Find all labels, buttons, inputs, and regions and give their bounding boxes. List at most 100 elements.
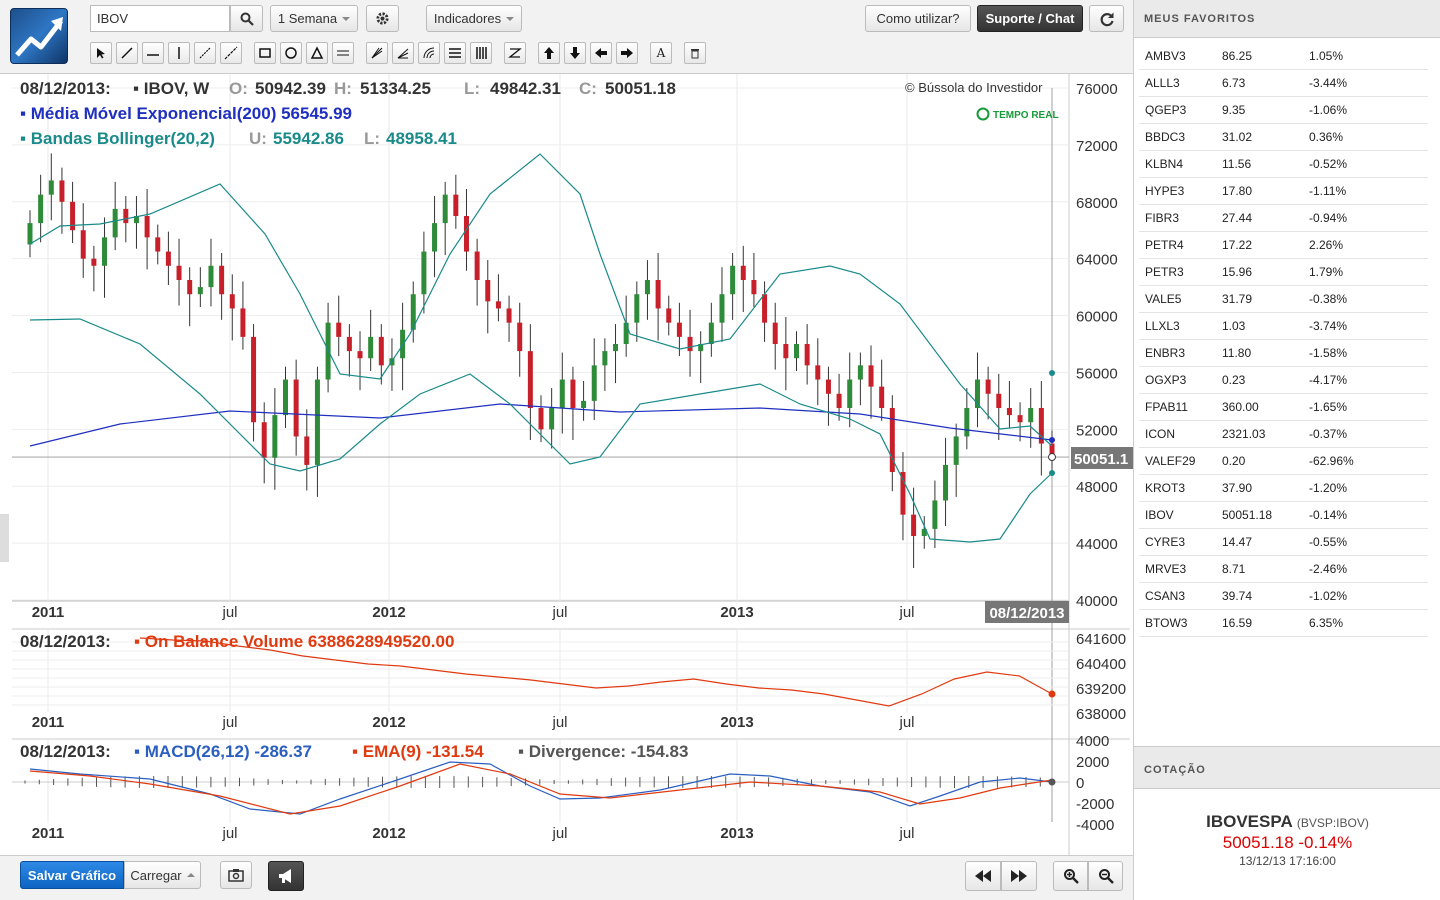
settings-button[interactable]	[366, 5, 399, 32]
arrow-left-tool[interactable]	[590, 42, 612, 64]
favorite-row-fibr3[interactable]: FIBR3 27.44 -0.94%	[1139, 205, 1428, 232]
candle-up	[974, 379, 980, 408]
fib-timezones-icon	[476, 47, 487, 59]
period-dropdown[interactable]: 1 Semana	[270, 5, 358, 32]
candle-down	[1049, 443, 1055, 458]
extended-line-tool[interactable]	[220, 42, 242, 64]
favorite-row-fpab11[interactable]: FPAB11 360.00 -1.65%	[1139, 394, 1428, 421]
favorite-symbol: QGEP3	[1145, 103, 1187, 117]
candle-up	[368, 336, 374, 359]
favorite-price: 16.59	[1222, 616, 1253, 630]
price-tick-label: 56000	[1076, 365, 1118, 382]
share-button[interactable]	[268, 861, 304, 891]
circle-tool[interactable]	[280, 42, 302, 64]
macd-legend: ▪ MACD(26,12) -286.37	[134, 742, 312, 761]
favorite-symbol: BTOW3	[1145, 616, 1188, 630]
favorite-symbol: FIBR3	[1145, 211, 1180, 225]
quote-exchange: (BVSP:IBOV)	[1296, 816, 1369, 830]
favorite-row-llxl3[interactable]: LLXL3 1.03 -3.74%	[1139, 313, 1428, 340]
channel-tool[interactable]	[332, 42, 354, 64]
scroll-right-button[interactable]	[1001, 861, 1037, 891]
favorite-price: 37.90	[1222, 481, 1253, 495]
favorite-row-enbr3[interactable]: ENBR3 11.80 -1.58%	[1139, 340, 1428, 367]
macd-ema-legend: ▪ EMA(9) -131.54	[352, 742, 484, 761]
text-tool[interactable]: A	[650, 42, 672, 64]
fib-retracement-tool[interactable]	[444, 42, 466, 64]
favorite-row-petr3[interactable]: PETR3 15.96 1.79%	[1139, 259, 1428, 286]
favorite-row-valef29[interactable]: VALEF29 0.20 -62.96%	[1139, 448, 1428, 475]
fib-timezones-tool[interactable]	[470, 42, 492, 64]
save-chart-button[interactable]: Salvar Gráfico	[20, 861, 124, 889]
zoom-out-button[interactable]	[1088, 861, 1123, 891]
favorites-title: MEUS FAVORITOS	[1134, 0, 1440, 38]
fib-arc-tool[interactable]	[392, 42, 414, 64]
candle-down	[495, 301, 501, 309]
candle-down	[538, 408, 544, 430]
favorite-row-klbn4[interactable]: KLBN4 11.56 -0.52%	[1139, 151, 1428, 178]
arrow-down-tool[interactable]	[564, 42, 586, 64]
fib-arcs-tool[interactable]	[418, 42, 440, 64]
favorite-row-icon[interactable]: ICON 2321.03 -0.37%	[1139, 421, 1428, 448]
fib-fan-tool[interactable]	[366, 42, 388, 64]
favorite-symbol: MRVE3	[1145, 562, 1187, 576]
candle-up	[581, 400, 587, 408]
candle-down	[240, 308, 246, 337]
arrow-up-tool[interactable]	[538, 42, 560, 64]
candle-down	[155, 237, 161, 252]
favorite-change: 1.05%	[1309, 49, 1344, 63]
favorite-row-hype3[interactable]: HYPE3 17.80 -1.11%	[1139, 178, 1428, 205]
favorite-row-alll3[interactable]: ALLL3 6.73 -3.44%	[1139, 70, 1428, 97]
scroll-left-button[interactable]	[965, 861, 1001, 891]
chevron-up-icon	[186, 873, 195, 877]
favorite-row-bbdc3[interactable]: BBDC3 31.02 0.36%	[1139, 124, 1428, 151]
app-logo[interactable]	[10, 8, 68, 64]
favorite-row-krot3[interactable]: KROT3 37.90 -1.20%	[1139, 475, 1428, 502]
chart-canvas[interactable]: 76000 72000 68000 64000 60000 56000 52000 48000…	[0, 74, 1133, 855]
favorite-row-ibov[interactable]: IBOV 50051.18 -0.14%	[1139, 502, 1428, 529]
search-icon	[240, 12, 254, 26]
arrow-right-tool[interactable]	[616, 42, 638, 64]
delete-drawings-tool[interactable]	[684, 42, 706, 64]
macd-time-label: 2013	[720, 825, 753, 842]
symbol-search-input[interactable]	[90, 5, 230, 32]
zigzag-tool[interactable]	[504, 42, 526, 64]
panel-toggle-handle[interactable]	[0, 514, 9, 562]
candle-down	[889, 408, 895, 472]
candle-up	[613, 344, 619, 352]
zoom-in-button[interactable]	[1053, 861, 1088, 891]
line-tool[interactable]	[116, 42, 138, 64]
triangle-tool[interactable]	[306, 42, 328, 64]
favorite-row-cyre3[interactable]: CYRE3 14.47 -0.55%	[1139, 529, 1428, 556]
macd-time-label: 2012	[372, 825, 405, 842]
search-button[interactable]	[230, 5, 263, 32]
support-chat-button[interactable]: Suporte / Chat	[977, 5, 1083, 32]
favorite-row-ambv3[interactable]: AMBV3 86.25 1.05%	[1139, 43, 1428, 70]
horizontal-line-icon	[147, 54, 159, 56]
favorite-row-mrve3[interactable]: MRVE3 8.71 -2.46%	[1139, 556, 1428, 583]
refresh-button[interactable]	[1089, 5, 1124, 32]
howto-button[interactable]: Como utilizar?	[865, 5, 971, 32]
screenshot-button[interactable]	[220, 861, 252, 889]
indicators-dropdown[interactable]: Indicadores	[426, 5, 522, 32]
candle-down	[527, 351, 533, 408]
favorite-symbol: CSAN3	[1145, 589, 1186, 603]
ray-tool[interactable]	[194, 42, 216, 64]
macd-tick-label: 4000	[1076, 733, 1109, 750]
favorite-row-csan3[interactable]: CSAN3 39.74 -1.02%	[1139, 583, 1428, 610]
chart-area[interactable]: 76000 72000 68000 64000 60000 56000 52000 48000…	[0, 74, 1133, 855]
zigzag-icon	[508, 48, 522, 58]
favorite-row-qgep3[interactable]: QGEP3 9.35 -1.06%	[1139, 97, 1428, 124]
pointer-tool[interactable]	[90, 42, 112, 64]
rectangle-tool[interactable]	[254, 42, 276, 64]
favorite-row-ogxp3[interactable]: OGXP3 0.23 -4.17%	[1139, 367, 1428, 394]
horizontal-line-tool[interactable]	[142, 42, 164, 64]
load-chart-dropdown[interactable]: Carregar	[124, 861, 201, 889]
favorite-row-vale5[interactable]: VALE5 31.79 -0.38%	[1139, 286, 1428, 313]
ohlc-c-value: 50051.18	[605, 79, 676, 98]
favorite-row-btow3[interactable]: BTOW3 16.59 6.35%	[1139, 610, 1428, 637]
vertical-line-tool[interactable]	[168, 42, 190, 64]
obv-time-label: 2013	[720, 714, 753, 731]
candle-up	[698, 344, 704, 352]
favorite-row-petr4[interactable]: PETR4 17.22 2.26%	[1139, 232, 1428, 259]
favorite-symbol: KROT3	[1145, 481, 1186, 495]
